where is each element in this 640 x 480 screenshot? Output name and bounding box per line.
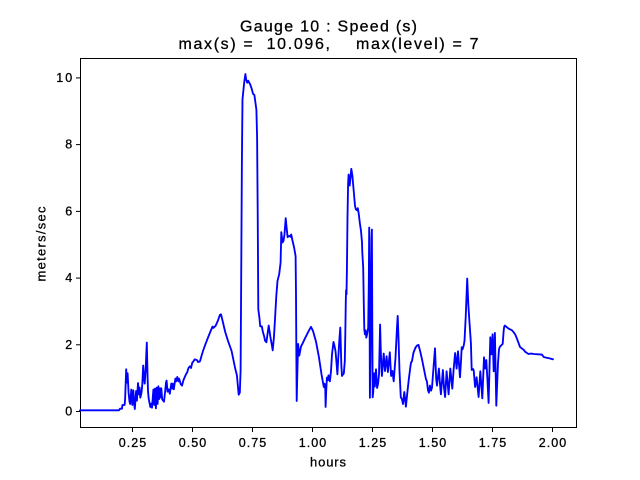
svg-text:0: 0 [65,405,72,419]
svg-text:0.25: 0.25 [119,436,147,450]
svg-text:6: 6 [65,204,72,218]
svg-text:1.25: 1.25 [359,436,387,450]
svg-text:hours: hours [310,454,347,469]
svg-text:2.00: 2.00 [539,436,567,450]
svg-text:1.00: 1.00 [299,436,327,450]
svg-text:Gauge 10 : Speed (s): Gauge 10 : Speed (s) [240,19,417,36]
svg-text:4: 4 [65,271,72,285]
svg-text:max(s) = 10.096, max(level: max(s) = 10.096, max(level) = 7 [179,36,479,53]
svg-text:8: 8 [65,138,72,152]
svg-text:1.50: 1.50 [419,436,447,450]
svg-text:0.50: 0.50 [179,436,207,450]
svg-text:0.75: 0.75 [239,436,267,450]
svg-text:2: 2 [65,338,72,352]
svg-text:1.75: 1.75 [479,436,507,450]
svg-text:meters/sec: meters/sec [34,206,49,282]
